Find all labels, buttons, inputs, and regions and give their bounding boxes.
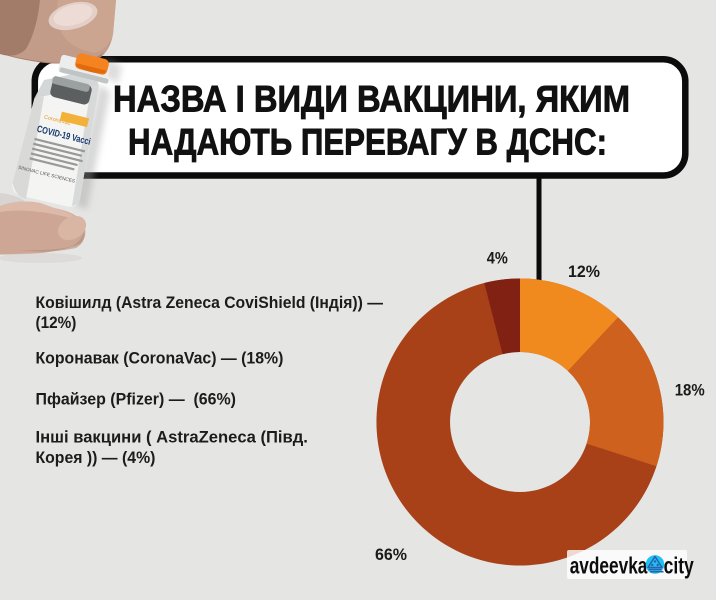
- svg-text:18%: 18%: [675, 382, 705, 400]
- svg-text:Пфайзер (Pfizer) — (66%): Пфайзер (Pfizer) — (66%): [36, 391, 237, 409]
- svg-text:city: city: [664, 553, 694, 579]
- svg-text:Коронавак (CoronaVac) — (18%): Коронавак (CoronaVac) — (18%): [36, 350, 284, 368]
- svg-text:Корея )) — (4%): Корея )) — (4%): [36, 449, 156, 467]
- svg-text:Інші вакцини ( AstraZeneca (Пі: Інші вакцини ( AstraZeneca (Півд.: [36, 429, 308, 447]
- svg-text:66%: 66%: [375, 546, 407, 564]
- svg-text:НАДАЮТЬ ПЕРЕВАГУ В ДСНС:: НАДАЮТЬ ПЕРЕВАГУ В ДСНС:: [128, 120, 607, 162]
- svg-text:4%: 4%: [487, 250, 508, 268]
- svg-text:(12%): (12%): [36, 314, 77, 332]
- svg-text:12%: 12%: [568, 263, 600, 281]
- svg-text:avdeevka: avdeevka: [570, 553, 648, 579]
- svg-text:Ковішилд (Astra Zeneca CoviShi: Ковішилд (Astra Zeneca CoviShield (Індія…: [36, 294, 384, 312]
- svg-text:НАЗВА І ВИДИ ВАКЦИНИ, ЯКИМ: НАЗВА І ВИДИ ВАКЦИНИ, ЯКИМ: [113, 77, 630, 119]
